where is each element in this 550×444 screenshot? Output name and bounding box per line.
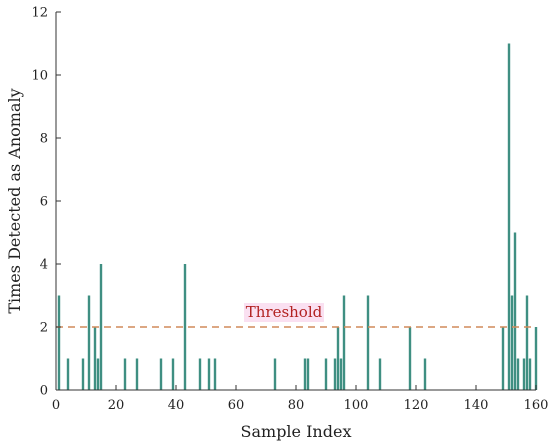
bar <box>135 358 139 390</box>
bar <box>306 358 310 390</box>
bar <box>273 358 277 390</box>
bar <box>96 358 100 390</box>
bar <box>207 358 211 390</box>
x-tick-label: 60 <box>228 398 245 413</box>
bar <box>510 295 514 390</box>
y-tick-label: 12 <box>31 6 48 21</box>
bar <box>528 358 532 390</box>
x-axis-title: Sample Index <box>241 422 352 441</box>
x-tick-label: 80 <box>288 398 305 413</box>
y-tick-label: 10 <box>31 69 48 84</box>
bar <box>534 327 538 390</box>
bar <box>408 327 412 390</box>
x-tick-label: 120 <box>404 398 429 413</box>
bar <box>198 358 202 390</box>
bar <box>522 358 526 390</box>
bar <box>339 358 343 390</box>
bar <box>333 358 337 390</box>
x-tick-label: 140 <box>464 398 489 413</box>
bar <box>57 295 61 390</box>
x-tick-label: 100 <box>344 398 369 413</box>
bar <box>183 264 187 390</box>
bar <box>81 358 85 390</box>
x-tick-label: 40 <box>168 398 185 413</box>
bar <box>525 295 529 390</box>
x-tick-label: 160 <box>524 398 549 413</box>
bar <box>159 358 163 390</box>
bar <box>342 295 346 390</box>
bar <box>501 327 505 390</box>
threshold-label: Threshold <box>246 303 323 321</box>
x-tick-label: 0 <box>52 398 60 413</box>
y-tick-label: 2 <box>40 321 48 336</box>
bar <box>378 358 382 390</box>
threshold-label-background <box>244 303 324 322</box>
bar <box>66 358 70 390</box>
bar <box>99 264 103 390</box>
bar <box>324 358 328 390</box>
y-axis-title: Times Detected as Anomaly <box>5 88 24 313</box>
bar <box>516 358 520 390</box>
bar <box>366 295 370 390</box>
bars-group <box>57 43 538 390</box>
bar <box>423 358 427 390</box>
y-tick-label: 0 <box>40 384 48 399</box>
bar <box>507 43 511 390</box>
bar <box>336 327 340 390</box>
y-tick-label: 6 <box>40 195 48 210</box>
bar <box>171 358 175 390</box>
bar <box>303 358 307 390</box>
bar <box>213 358 217 390</box>
bar <box>123 358 127 390</box>
bar <box>87 295 91 390</box>
bar <box>513 232 517 390</box>
y-tick-label: 4 <box>40 258 48 273</box>
bar <box>93 327 97 390</box>
x-tick-label: 20 <box>108 398 125 413</box>
threshold-group: Threshold <box>56 303 536 328</box>
y-tick-label: 8 <box>40 132 48 147</box>
